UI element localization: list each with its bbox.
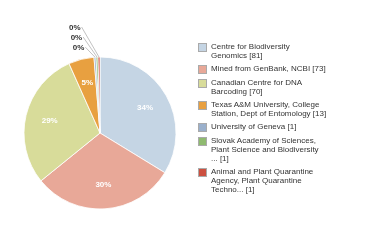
html-text:Centre for Biodiversity Genomi: Centre for Biodiversity Genomics [81] [211,42,290,60]
html-text:Slovak Academy of Sciences, Pl: Slovak Academy of Sciences, Plant Scienc… [211,136,319,163]
svg-text:29%: 29% [42,116,58,125]
html-text:Texas A&M University, College: Texas A&M University, College Station, D… [211,100,327,118]
html-text:Canadian Centre for DNA Barcod: Canadian Centre for DNA Barcoding [70] [211,78,303,96]
html-text:University of Geneva [1]: University of Geneva [1] [211,122,297,131]
svg-text:0%: 0% [69,23,81,32]
html-text:Mined from GenBank, NCBI [73]: Mined from GenBank, NCBI [73] [211,64,326,73]
html-text:Animal and Plant Quarantine Ag: Animal and Plant Quarantine Agency, Plan… [211,167,314,194]
svg-text:0%: 0% [73,43,85,52]
svg-text:5%: 5% [81,78,93,87]
svg-text:34%: 34% [137,103,153,112]
svg-text:30%: 30% [95,180,111,189]
svg-text:0%: 0% [71,33,83,42]
